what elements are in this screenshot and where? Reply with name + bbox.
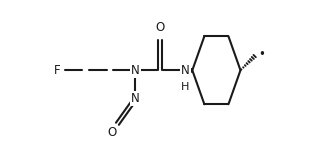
Text: N: N (131, 92, 140, 105)
Text: O: O (107, 126, 117, 139)
Text: N: N (181, 64, 190, 77)
Text: •: • (258, 48, 265, 61)
Text: O: O (156, 21, 165, 34)
Text: H: H (181, 82, 189, 92)
Text: F: F (54, 64, 60, 77)
Text: N: N (131, 64, 140, 77)
